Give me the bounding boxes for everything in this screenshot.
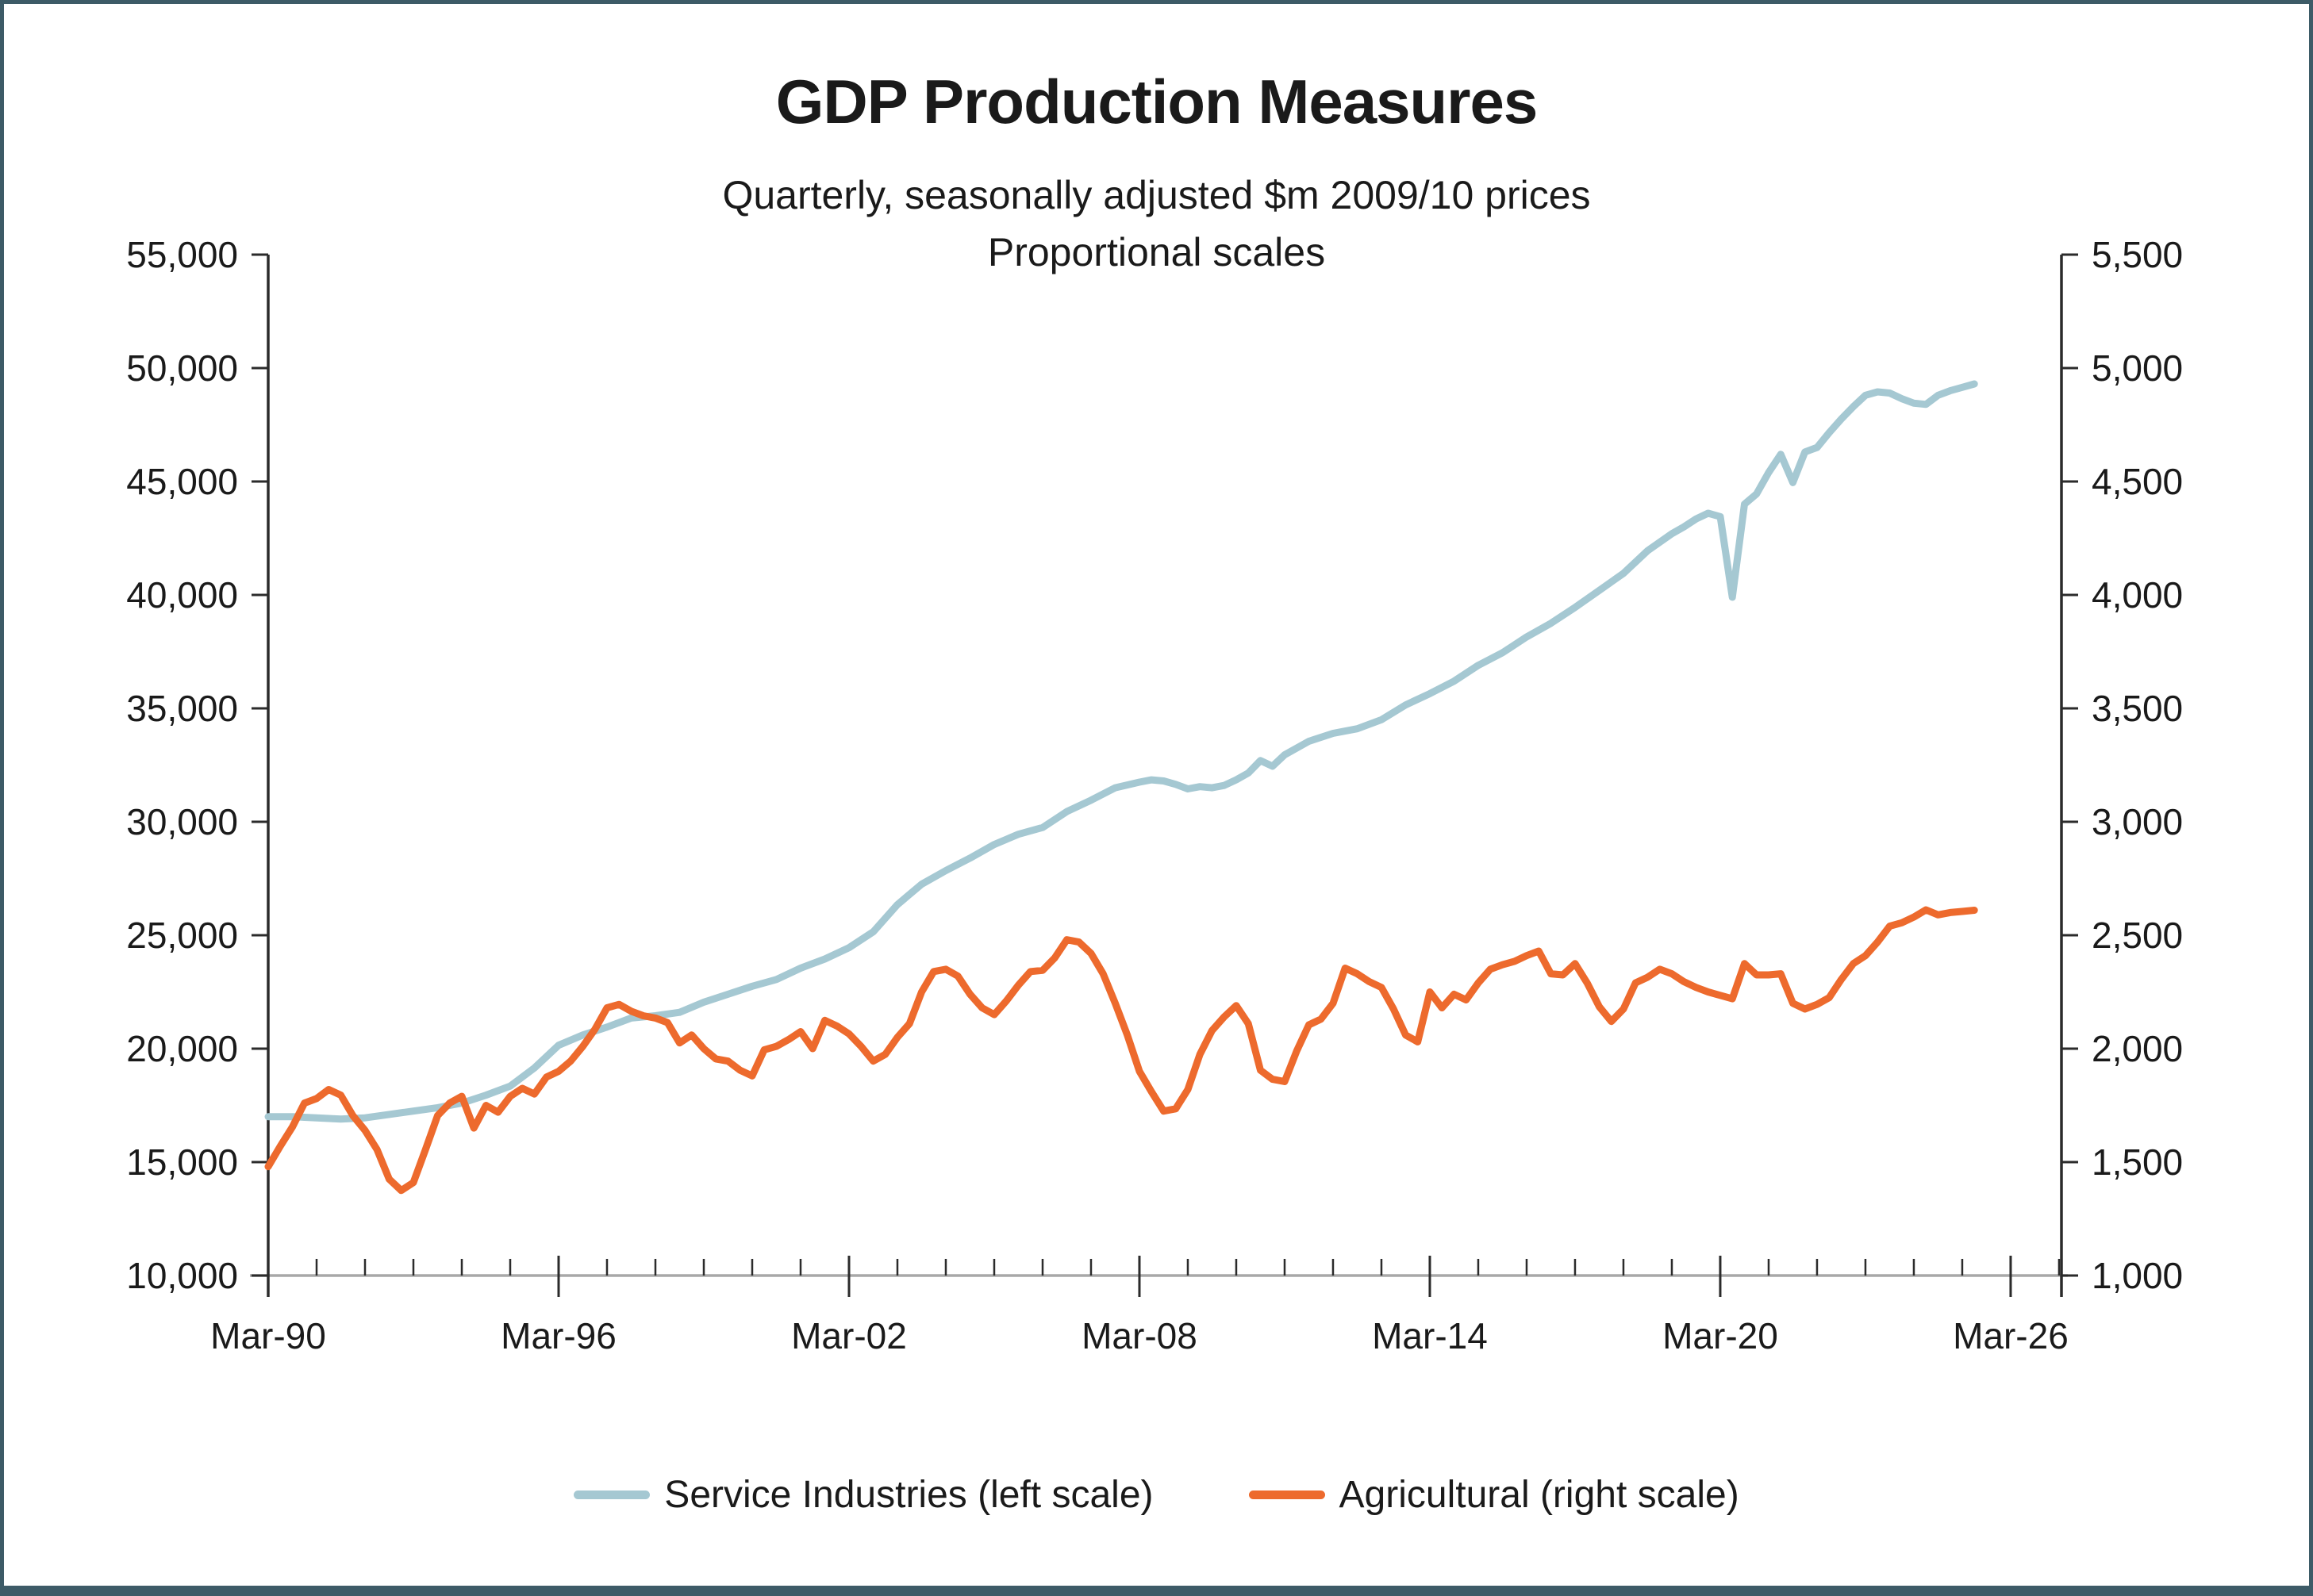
chart-subtitle-line-1: Quarterly, seasonally adjusted $m 2009/1… [722, 173, 1591, 217]
y-axis-right-label: 4,000 [2092, 574, 2183, 616]
x-axis-label: Mar-96 [501, 1315, 617, 1356]
legend-item-service-industries: Service Industries (left scale) [574, 1473, 1154, 1517]
y-axis-left-label: 55,000 [126, 234, 238, 275]
y-axis-right-label: 5,500 [2092, 234, 2183, 275]
x-axis-label: Mar-90 [210, 1315, 326, 1356]
y-axis-left-label: 30,000 [126, 801, 238, 842]
x-axis-label: Mar-26 [1953, 1315, 2069, 1356]
y-axis-right-label: 2,000 [2092, 1028, 2183, 1069]
legend: Service Industries (left scale) Agricult… [4, 1473, 2309, 1517]
y-axis-left-label: 35,000 [126, 688, 238, 729]
y-axis-right-label: 5,000 [2092, 347, 2183, 389]
x-axis-label: Mar-08 [1082, 1315, 1197, 1356]
y-axis-left-label: 50,000 [126, 347, 238, 389]
page-title: GDP Production Measures [775, 67, 1538, 136]
y-axis-right-label: 3,500 [2092, 688, 2183, 729]
chart-canvas: Mar-90 Mar-96 Mar-02 Mar-08 Mar-14 Mar-20 Mar-… [126, 234, 2183, 1356]
y-axis-left-label: 15,000 [126, 1141, 238, 1183]
service-line-swatch-icon [574, 1490, 651, 1499]
service-industries-line [264, 380, 1978, 1123]
legend-label-service-industries: Service Industries (left scale) [664, 1474, 1154, 1516]
chart-subtitle-line-2: Proportional scales [987, 230, 1326, 274]
x-axis-label: Mar-02 [791, 1315, 907, 1356]
x-axis-label: Mar-14 [1372, 1315, 1488, 1356]
legend-item-agricultural: Agricultural (right scale) [1248, 1473, 1739, 1517]
x-axis-label: Mar-20 [1662, 1315, 1778, 1356]
y-axis-right-label: 3,000 [2092, 801, 2183, 842]
y-axis-left-label: 25,000 [126, 915, 238, 956]
y-axis-left-label: 20,000 [126, 1028, 238, 1069]
legend-label-agricultural: Agricultural (right scale) [1339, 1474, 1739, 1516]
y-axis-right-label: 4,500 [2092, 461, 2183, 502]
y-axis-left-label: 40,000 [126, 574, 238, 616]
y-axis-right-label: 1,000 [2092, 1255, 2183, 1296]
y-axis-left-label: 10,000 [126, 1255, 238, 1296]
agricultural-line-swatch-icon [1248, 1490, 1325, 1499]
y-axis-right-label: 2,500 [2092, 915, 2183, 956]
y-axis-left-label: 45,000 [126, 461, 238, 502]
y-axis-right-label: 1,500 [2092, 1141, 2183, 1183]
agricultural-line [264, 906, 1978, 1195]
